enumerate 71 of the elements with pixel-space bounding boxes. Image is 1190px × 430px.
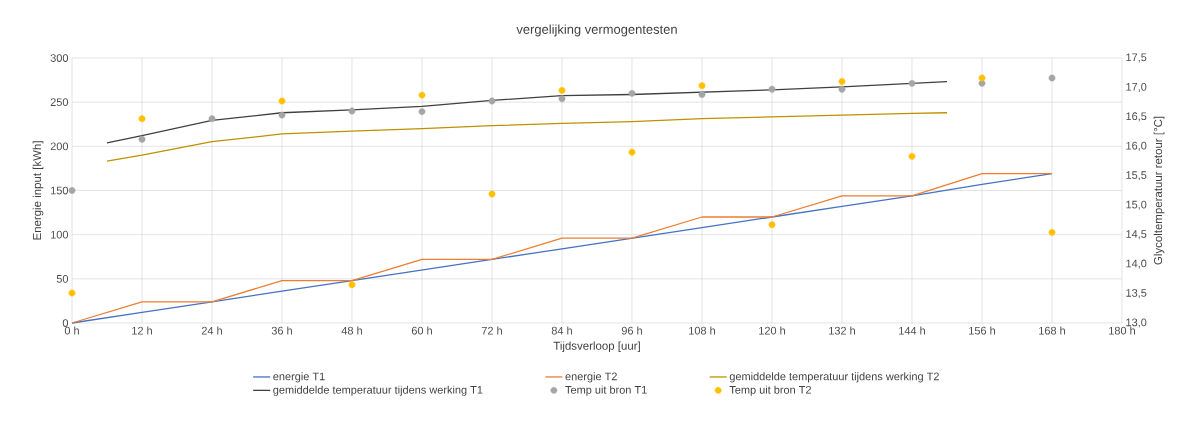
- point: [348, 281, 356, 289]
- point: [698, 82, 706, 90]
- point: [138, 115, 146, 123]
- y2-tick-label: 14,0: [1126, 259, 1147, 269]
- y-tick-label: 300: [50, 54, 69, 62]
- point: [978, 74, 986, 82]
- point: [418, 108, 426, 115]
- point: [768, 221, 776, 229]
- x-tick-label: 0 h: [64, 326, 79, 335]
- y-tick-label: 200: [50, 142, 69, 151]
- y-tick-label: 250: [50, 98, 69, 107]
- y2-tick-label: 16,0: [1126, 141, 1147, 151]
- point: [348, 107, 356, 115]
- x-tick-label: 108 h: [689, 326, 715, 335]
- x-tick-label: 180 h: [1109, 326, 1135, 335]
- point: [838, 78, 846, 85]
- point: [138, 135, 146, 143]
- legend-label: Temp uit bron T2: [729, 385, 811, 396]
- legend-label: gemiddelde temperatuur tijdens werking T2: [729, 372, 939, 383]
- point: [908, 79, 916, 87]
- point: [628, 148, 636, 156]
- point: [558, 95, 566, 103]
- y2-tick-label: 13,5: [1126, 289, 1147, 299]
- legend-label: gemiddelde temperatuur tijdens werking T1: [273, 385, 483, 396]
- x-axis-title: Tijdsverloop [uur]: [553, 341, 640, 353]
- legend-label: Temp uit bron T1: [565, 385, 647, 396]
- x-tick-label: 72 h: [481, 326, 502, 335]
- legend-label: energie T2: [565, 372, 617, 383]
- point: [698, 91, 706, 98]
- x-tick-label: 84 h: [551, 326, 572, 335]
- point: [768, 85, 776, 93]
- point: [908, 152, 916, 160]
- point: [1048, 74, 1056, 82]
- x-tick-label: 12 h: [132, 326, 152, 335]
- point: [278, 97, 286, 105]
- point: [418, 91, 426, 99]
- point: [68, 289, 76, 297]
- y2-tick-label: 15,5: [1126, 171, 1147, 181]
- x-tick-label: 96 h: [621, 326, 642, 335]
- chart-title: vergelijking vermogentesten: [516, 24, 677, 37]
- x-tick-label: 156 h: [969, 326, 995, 335]
- y2-tick-label: 13,0: [1126, 318, 1147, 328]
- point: [488, 190, 496, 198]
- x-tick-label: 36 h: [271, 326, 292, 335]
- x-tick-label: 60 h: [411, 326, 432, 335]
- y-axis-title: Energie input [kWh]: [32, 141, 44, 240]
- y-tick-label: 100: [51, 230, 69, 239]
- x-tick-label: 168 h: [1039, 326, 1065, 335]
- point: [628, 89, 636, 97]
- point: [838, 85, 846, 93]
- y2-axis-title: Glycoltemperatuur retour [°C]: [1153, 116, 1165, 265]
- point: [1048, 228, 1056, 236]
- point: [68, 187, 76, 194]
- point: [278, 111, 286, 119]
- x-tick-label: 132 h: [829, 326, 855, 335]
- y-tick-label: 150: [51, 186, 69, 195]
- point: [208, 115, 216, 123]
- point: [558, 87, 566, 94]
- y2-tick-label: 16,5: [1126, 112, 1147, 122]
- y2-tick-label: 15,0: [1126, 200, 1147, 210]
- y-tick-label: 0: [62, 319, 69, 327]
- y2-tick-label: 17,0: [1126, 82, 1147, 92]
- y2-tick-label: 17,5: [1126, 53, 1147, 63]
- x-tick-label: 120 h: [759, 326, 785, 335]
- x-tick-label: 24 h: [201, 326, 222, 335]
- point: [488, 97, 496, 105]
- x-tick-label: 144 h: [899, 326, 925, 335]
- y-tick-label: 50: [56, 274, 69, 283]
- x-tick-label: 48 h: [341, 326, 362, 335]
- y2-tick-label: 14,5: [1126, 230, 1147, 240]
- legend-label: energie T1: [273, 372, 325, 383]
